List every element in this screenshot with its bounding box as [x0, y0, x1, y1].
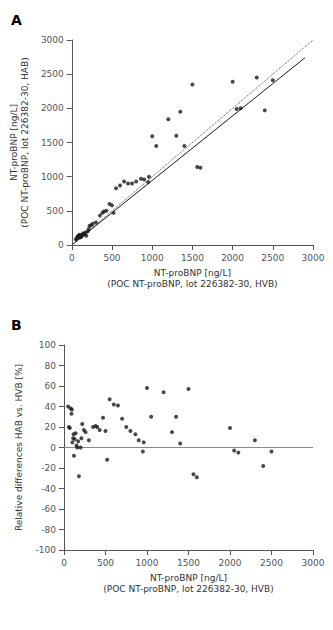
svg-text:60: 60: [45, 381, 57, 391]
svg-text:2500: 2500: [260, 558, 283, 568]
svg-text:1500: 1500: [181, 253, 204, 263]
svg-text:B: B: [11, 317, 22, 333]
svg-text:NT-proBNP [ng/L]: NT-proBNP [ng/L]: [150, 573, 227, 583]
svg-text:1000: 1000: [141, 253, 164, 263]
svg-text:-40: -40: [41, 484, 56, 494]
svg-text:100: 100: [39, 340, 56, 350]
svg-text:3000: 3000: [302, 558, 325, 568]
svg-text:40: 40: [45, 402, 57, 412]
svg-text:0: 0: [69, 253, 75, 263]
svg-text:2000: 2000: [41, 103, 64, 113]
svg-text:NT-proBNP [ng/L]: NT-proBNP [ng/L]: [154, 268, 231, 278]
svg-text:0: 0: [58, 240, 64, 250]
svg-text:1000: 1000: [41, 172, 64, 182]
svg-text:-80: -80: [41, 525, 56, 535]
svg-text:500: 500: [103, 253, 120, 263]
svg-text:-60: -60: [41, 504, 56, 514]
svg-text:80: 80: [45, 361, 57, 371]
svg-text:1000: 1000: [136, 558, 159, 568]
svg-text:2500: 2500: [41, 69, 64, 79]
svg-text:3000: 3000: [302, 253, 325, 263]
svg-text:-100: -100: [36, 545, 57, 555]
svg-text:0: 0: [61, 558, 67, 568]
svg-text:(POC NT-proBNP, lot 226382-30,: (POC NT-proBNP, lot 226382-30, HVB): [107, 279, 277, 289]
svg-text:2000: 2000: [221, 253, 244, 263]
svg-text:3000: 3000: [41, 35, 64, 45]
svg-text:Relative differences HAB vs. H: Relative differences HAB vs. HVB [%]: [14, 364, 24, 531]
svg-text:1500: 1500: [177, 558, 200, 568]
svg-text:(POC NT-proBNP, lot 226382-30,: (POC NT-proBNP, lot 226382-30, HVB): [103, 584, 273, 594]
svg-text:NT-proBNP [ng/L]: NT-proBNP [ng/L]: [9, 104, 19, 181]
svg-text:500: 500: [97, 558, 114, 568]
svg-text:2500: 2500: [261, 253, 284, 263]
svg-text:1500: 1500: [41, 138, 64, 148]
svg-text:2000: 2000: [219, 558, 242, 568]
svg-text:500: 500: [47, 206, 64, 216]
svg-text:A: A: [11, 12, 22, 28]
svg-text:0: 0: [50, 443, 56, 453]
svg-text:20: 20: [45, 422, 57, 432]
svg-text:-20: -20: [41, 463, 56, 473]
svg-text:(POC NT-proBNP, lot 226382-30,: (POC NT-proBNP, lot 226382-30, HAB): [20, 57, 30, 227]
